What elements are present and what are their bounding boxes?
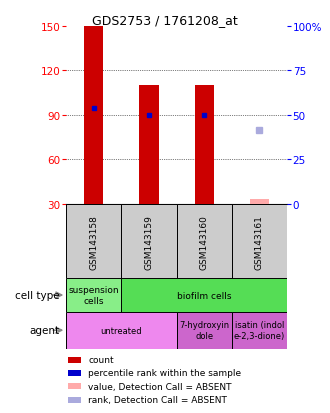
Bar (68, 383, 82, 389)
Bar (66, 279, 121, 312)
Text: cell type: cell type (15, 290, 59, 300)
Bar (121, 279, 287, 312)
Bar (68, 370, 82, 376)
Text: biofilm cells: biofilm cells (177, 291, 231, 300)
Text: count: count (88, 355, 114, 364)
Bar (177, 312, 232, 349)
Bar (84, 27, 103, 204)
Text: GSM143158: GSM143158 (89, 214, 98, 269)
Text: untreated: untreated (100, 326, 142, 335)
Bar (194, 86, 214, 204)
Text: rank, Detection Call = ABSENT: rank, Detection Call = ABSENT (88, 395, 227, 404)
Bar (66, 312, 177, 349)
Text: value, Detection Call = ABSENT: value, Detection Call = ABSENT (88, 382, 232, 391)
Bar (121, 204, 177, 279)
Text: GSM143159: GSM143159 (145, 214, 153, 269)
Text: GSM143160: GSM143160 (200, 214, 209, 269)
Bar (68, 397, 82, 403)
Text: GDS2753 / 1761208_at: GDS2753 / 1761208_at (92, 14, 238, 27)
Bar (232, 204, 287, 279)
Bar (232, 312, 287, 349)
Text: GSM143161: GSM143161 (255, 214, 264, 269)
Bar (177, 204, 232, 279)
Text: suspension
cells: suspension cells (68, 286, 119, 305)
Text: agent: agent (29, 325, 59, 335)
Text: 7-hydroxyin
dole: 7-hydroxyin dole (179, 321, 229, 340)
Text: isatin (indol
e-2,3-dione): isatin (indol e-2,3-dione) (234, 321, 285, 340)
Bar (250, 200, 269, 204)
Bar (139, 86, 159, 204)
Bar (66, 204, 121, 279)
Bar (68, 357, 82, 363)
Text: percentile rank within the sample: percentile rank within the sample (88, 368, 241, 377)
